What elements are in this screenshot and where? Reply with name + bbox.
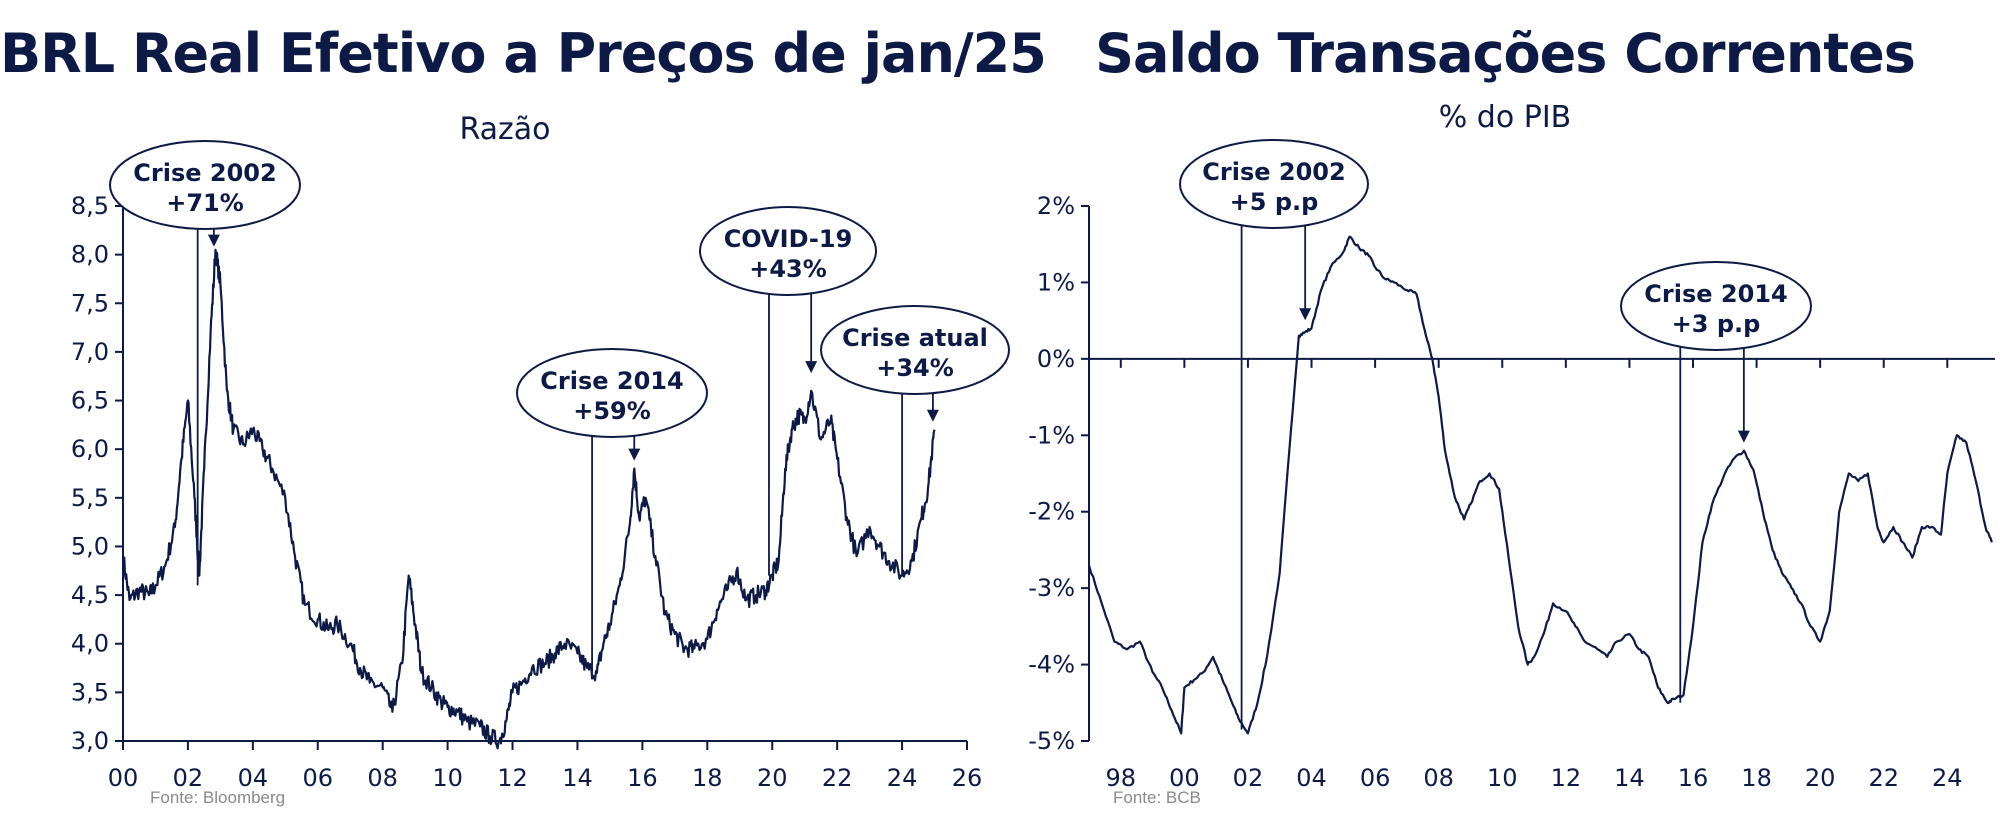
brl-annotation-arrowhead [207, 234, 220, 247]
ca-y-tick-label: -3% [1028, 574, 1075, 602]
current-account-plot: -5% -4% -3% -2% -1% 0% 1% 2% 98 00 02 04 06 08 10 12 14 1… [1028, 139, 1995, 792]
ca-annotation-bubble [1620, 261, 1812, 351]
brl-y-tick-label: 3,5 [71, 678, 109, 706]
brl-y-tick-label: 8,5 [71, 192, 109, 220]
brl-annotation-arrowhead [805, 361, 818, 374]
current-account-title: Saldo Transações Correntes [1095, 22, 1916, 85]
brl-y-tick-label: 3,0 [71, 727, 109, 755]
ca-x-tick-label: 22 [1868, 764, 1899, 792]
ca-annotation-value: +5 p.p [1230, 188, 1319, 216]
brl-annotation-bubble [699, 206, 877, 296]
brl-annotation-value: +34% [876, 354, 954, 382]
ca-x-tick-label: 10 [1487, 764, 1518, 792]
ca-y-tick-label: 2% [1037, 192, 1075, 220]
ca-x-tick-label: 12 [1551, 764, 1582, 792]
ca-annotation-value: +3 p.p [1672, 310, 1761, 338]
brl-x-tick-label: 10 [432, 764, 463, 792]
brl-x-tick-label: 16 [627, 764, 658, 792]
brl-y-tick-label: 5,5 [71, 484, 109, 512]
ca-x-tick-label: 00 [1169, 764, 1200, 792]
ca-y-tick-label: 1% [1037, 268, 1075, 296]
ca-x-tick-label: 16 [1678, 764, 1709, 792]
ca-y-tick-label: -1% [1028, 421, 1075, 449]
brl-x-tick-label: 26 [952, 764, 983, 792]
brl-annotation-bubble [109, 140, 301, 230]
current-account-panel: Saldo Transações Correntes % do PIB -5% -… [1010, 0, 2000, 825]
brl-chart-subtitle: Razão [459, 112, 551, 147]
brl-chart-source: Fonte: Bloomberg [150, 788, 286, 807]
ca-x-tick-label: 24 [1932, 764, 1963, 792]
ca-annotation-label: Crise 2002 [1202, 158, 1345, 186]
brl-annotation-label: COVID-19 [724, 225, 853, 253]
ca-annotation-label: Crise 2014 [1644, 280, 1787, 308]
current-account-source: Fonte: BCB [1113, 788, 1201, 807]
brl-annotation-bubble [516, 348, 708, 438]
brl-y-tick-label: 8,0 [71, 241, 109, 269]
brl-x-tick-label: 04 [238, 764, 269, 792]
brl-y-tick-label: 5,0 [71, 532, 109, 560]
ca-y-tick-label: 0% [1037, 345, 1075, 373]
ca-x-tick-label: 20 [1805, 764, 1836, 792]
brl-chart-panel: BRL Real Efetivo a Preços de jan/25 Razã… [0, 22, 1047, 807]
brl-annotation-value: +59% [573, 397, 651, 425]
brl-y-tick-label: 4,5 [71, 581, 109, 609]
ca-annotation-arrowhead [1737, 430, 1750, 443]
brl-y-tick-label: 7,0 [71, 338, 109, 366]
current-account-subtitle: % do PIB [1438, 100, 1572, 135]
ca-x-tick-label: 18 [1741, 764, 1772, 792]
brl-y-tick-label: 6,0 [71, 435, 109, 463]
brl-series-line [121, 248, 936, 750]
brl-annotation-label: Crise atual [842, 324, 988, 352]
brl-annotation-value: +43% [749, 255, 827, 283]
brl-y-tick-label: 7,5 [71, 289, 109, 317]
brl-x-tick-label: 06 [302, 764, 333, 792]
ca-x-tick-label: 06 [1360, 764, 1391, 792]
ca-y-tick-label: -5% [1028, 727, 1075, 755]
brl-annotation-label: Crise 2002 [133, 159, 276, 187]
brl-x-tick-label: 18 [692, 764, 723, 792]
ca-series-line [1087, 235, 1993, 735]
brl-chart-title: BRL Real Efetivo a Preços de jan/25 [0, 22, 1047, 85]
ca-x-tick-label: 14 [1614, 764, 1645, 792]
brl-y-tick-label: 4,0 [71, 630, 109, 658]
ca-annotation-arrowhead [1299, 308, 1312, 321]
brl-x-tick-label: 00 [108, 764, 139, 792]
brl-annotation-arrowhead [628, 448, 641, 461]
ca-x-tick-label: 02 [1233, 764, 1264, 792]
brl-y-tick-label: 6,5 [71, 387, 109, 415]
brl-x-tick-label: 02 [173, 764, 204, 792]
brl-x-tick-label: 12 [497, 764, 528, 792]
ca-y-tick-label: -2% [1028, 498, 1075, 526]
brl-annotation-bubble [820, 305, 1010, 395]
brl-annotation-arrowhead [926, 409, 939, 422]
brl-x-tick-label: 14 [562, 764, 593, 792]
brl-chart-plot: 3,0 3,5 4,0 4,5 5,0 5,5 6,0 6,5 7,0 7,5 8,0 8,5 00 02… [71, 140, 1010, 792]
ca-y-tick-label: -4% [1028, 651, 1075, 679]
brl-x-tick-label: 20 [757, 764, 788, 792]
brl-annotation-label: Crise 2014 [540, 367, 683, 395]
brl-x-tick-label: 22 [822, 764, 853, 792]
ca-x-tick-label: 98 [1106, 764, 1137, 792]
brl-x-tick-label: 08 [367, 764, 398, 792]
ca-x-tick-label: 04 [1296, 764, 1327, 792]
ca-annotation-bubble [1179, 139, 1369, 229]
brl-annotation-value: +71% [166, 189, 244, 217]
brl-x-tick-label: 24 [887, 764, 918, 792]
ca-x-tick-label: 08 [1423, 764, 1454, 792]
